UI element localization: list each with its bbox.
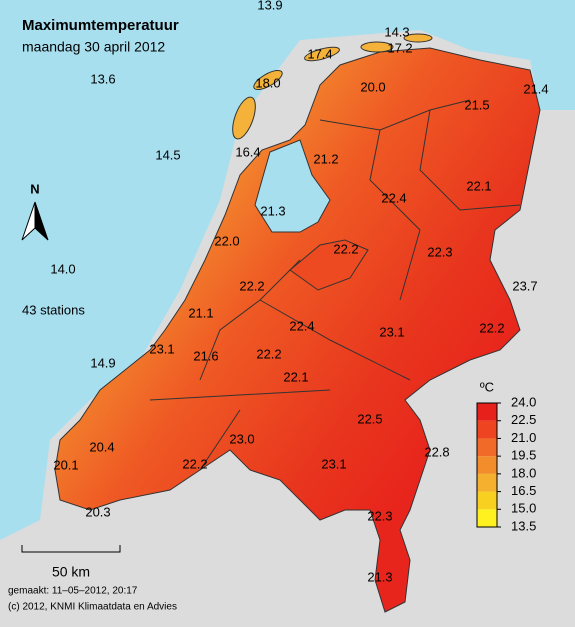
station-value: 16.4 (235, 144, 260, 159)
legend-frame (476, 402, 498, 528)
station-value: 22.8 (424, 444, 449, 459)
north-label: N (30, 181, 39, 196)
station-value: 22.2 (239, 278, 264, 293)
legend-tick-label: 21.0 (511, 430, 536, 445)
station-value: 22.0 (214, 233, 239, 248)
legend-tick-label: 15.0 (511, 501, 536, 516)
station-value: 22.5 (357, 411, 382, 426)
station-value: 14.5 (155, 147, 180, 162)
station-value: 17.4 (307, 46, 332, 61)
legend-band (477, 420, 497, 439)
station-value: 22.3 (427, 244, 452, 259)
title: Maximumtemperatuur (22, 17, 179, 34)
station-value: 22.1 (466, 178, 491, 193)
station-value: 21.5 (464, 97, 489, 112)
legend-band (477, 473, 497, 492)
station-value: 22.2 (256, 346, 281, 361)
legend-tick-label: 18.0 (511, 465, 536, 480)
legend-tick-label: 19.5 (511, 448, 536, 463)
island (304, 46, 340, 62)
station-value: 14.0 (50, 261, 75, 276)
station-count: 43 stations (22, 302, 85, 317)
island (403, 33, 433, 43)
scale-bar (21, 545, 121, 553)
island (360, 41, 394, 53)
legend-band (477, 438, 497, 457)
station-value: 20.3 (85, 504, 110, 519)
island (232, 96, 256, 140)
province-borders (149, 99, 521, 471)
station-value: 18.0 (255, 75, 280, 90)
station-value: 21.3 (260, 203, 285, 218)
legend-unit: ºC (480, 379, 494, 394)
legend-tick-label: 24.0 (511, 394, 536, 409)
station-value: 17.2 (387, 40, 412, 55)
station-value: 20.1 (53, 457, 78, 472)
footer: (c) 2012, KNMI Klimaatdata en Advies (8, 602, 177, 613)
station-value: 22.2 (333, 241, 358, 256)
station-value: 13.9 (257, 0, 282, 12)
ijsselmeer (254, 139, 331, 233)
flevoland (289, 239, 369, 291)
station-value: 22.2 (182, 456, 207, 471)
station-value: 14.9 (90, 355, 115, 370)
station-value: 21.3 (367, 569, 392, 584)
station-value: 23.7 (512, 278, 537, 293)
station-value: 21.6 (193, 348, 218, 363)
legend-tick-label: 16.5 (511, 483, 536, 498)
legend: 24.0 22.5 21.0 19.5 18.0 16.5 15.0 13.5 (476, 394, 536, 533)
station-value: 20.0 (360, 79, 385, 94)
station-value: 22.4 (381, 190, 406, 205)
station-value: 23.1 (321, 456, 346, 471)
station-value: 20.4 (89, 439, 114, 454)
station-value: 23.1 (379, 324, 404, 339)
station-value: 21.2 (313, 151, 338, 166)
station-value: 21.1 (188, 305, 213, 320)
legend-band (477, 456, 497, 474)
legend-band (477, 509, 497, 527)
netherlands (54, 47, 541, 613)
subtitle: maandag 30 april 2012 (22, 39, 165, 55)
province-border (149, 99, 521, 471)
station-value: 22.4 (289, 318, 314, 333)
station-value: 23.0 (229, 431, 254, 446)
station-value: 22.2 (479, 320, 504, 335)
sea (0, 0, 575, 540)
station-value: 13.6 (90, 71, 115, 86)
footer: gemaakt: 11–05–2012, 20:17 (8, 586, 138, 597)
station-value: 14.3 (384, 24, 409, 39)
legend-band (477, 491, 497, 510)
legend-tick-label: 22.5 (511, 412, 536, 427)
station-value: 22.3 (367, 508, 392, 523)
station-value: 22.1 (283, 369, 308, 384)
station-value: 23.1 (149, 341, 174, 356)
legend-tick-label: 13.5 (511, 518, 536, 533)
scale-label: 50 km (52, 564, 90, 580)
island (253, 69, 283, 91)
station-value: 21.4 (523, 81, 548, 96)
stations: 13.9 14.3 17.4 17.2 13.6 18.0 20.0 21.5 21.4 14.5… (50, 0, 548, 584)
north-arrow (34, 201, 49, 241)
legend-band (477, 403, 497, 421)
islands (232, 33, 433, 140)
